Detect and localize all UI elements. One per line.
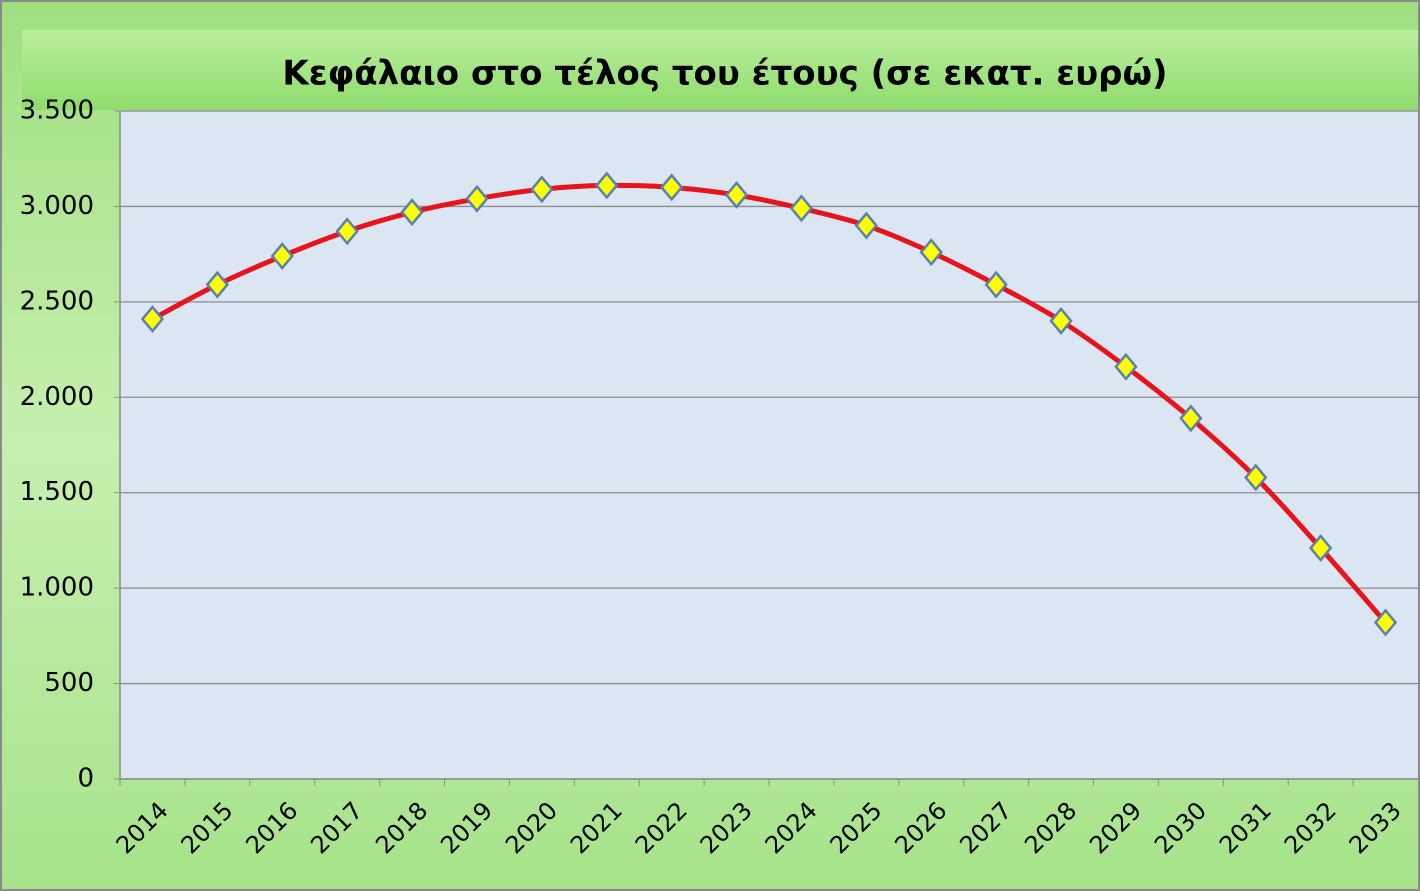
marker	[984, 270, 1008, 299]
marker	[660, 173, 684, 202]
marker	[1179, 404, 1203, 433]
marker	[1049, 306, 1073, 335]
marker	[1114, 352, 1138, 381]
y-tick-label: 2.000	[20, 382, 94, 412]
marker	[270, 242, 294, 271]
y-tick-label: 3.000	[20, 191, 94, 221]
title-band	[22, 30, 1418, 110]
y-tick-label: 0	[77, 764, 94, 794]
y-tick-label: 2.500	[20, 286, 94, 316]
marker	[789, 194, 814, 223]
chart-title: Κεφάλαιο στο τέλος του έτους (σε εκατ. ε…	[282, 54, 1167, 94]
plot-area	[120, 111, 1418, 779]
marker	[1309, 534, 1333, 563]
marker	[400, 198, 424, 227]
marker	[465, 184, 489, 213]
marker	[854, 211, 878, 240]
marker	[140, 305, 165, 333]
marker	[919, 238, 943, 267]
marker	[530, 175, 554, 204]
marker	[595, 171, 619, 200]
y-tick-label: 500	[44, 668, 94, 698]
y-tick-label: 3.500	[20, 96, 94, 126]
marker	[724, 181, 749, 209]
marker	[205, 270, 229, 299]
y-tick-label: 1.000	[20, 573, 94, 603]
marker	[335, 217, 359, 246]
marker	[1373, 608, 1398, 637]
y-tick-label: 1.500	[20, 477, 94, 507]
marker	[1244, 463, 1268, 492]
